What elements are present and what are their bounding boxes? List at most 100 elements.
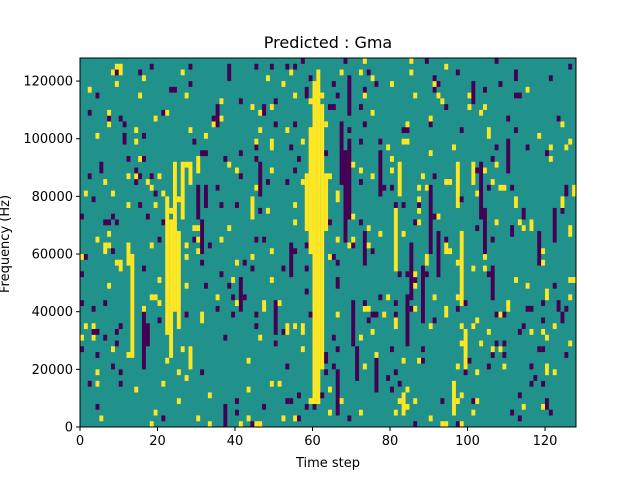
heatmap-cell <box>432 173 437 180</box>
heatmap-cell <box>103 242 108 255</box>
heatmap-cell <box>122 121 127 128</box>
heatmap-cell <box>390 346 394 353</box>
heatmap-cell <box>514 69 518 82</box>
heatmap-cell <box>548 156 553 162</box>
heatmap-cell <box>231 277 236 283</box>
heatmap-cell <box>362 363 367 370</box>
heatmap-cell <box>339 398 344 404</box>
heatmap-cell <box>204 150 208 157</box>
heatmap-cell <box>111 346 115 353</box>
heatmap-cell <box>545 150 549 157</box>
heatmap-cell <box>138 173 143 180</box>
heatmap-cell <box>95 92 100 99</box>
heatmap-cell <box>471 398 476 404</box>
heatmap-cell <box>235 398 239 404</box>
heatmap-cell <box>517 219 522 226</box>
heatmap-cell <box>386 294 391 301</box>
heatmap-cell <box>184 242 189 249</box>
heatmap-cell <box>556 300 561 312</box>
heatmap-cell <box>378 150 383 197</box>
heatmap-cell <box>405 294 410 347</box>
heatmap-cell <box>490 179 495 185</box>
heatmap-cell <box>529 363 534 370</box>
heatmap-cell <box>95 380 100 387</box>
heatmap-cell <box>273 340 278 347</box>
heatmap-cell <box>545 363 549 376</box>
heatmap-cell <box>572 277 577 283</box>
heatmap-cell <box>444 421 449 428</box>
heatmap-cell <box>111 190 115 197</box>
heatmap-cell <box>149 173 154 180</box>
heatmap-cell <box>560 311 565 324</box>
heatmap-cell <box>200 219 205 255</box>
heatmap-cell <box>405 138 410 145</box>
heatmap-cell <box>560 207 565 214</box>
heatmap-cell <box>413 305 418 312</box>
heatmap-cell <box>258 109 263 116</box>
heatmap-cell <box>421 346 425 353</box>
heatmap-cell <box>258 207 263 214</box>
heatmap-cell <box>277 380 282 387</box>
heatmap-cell <box>529 328 534 335</box>
heatmap-cell <box>568 294 573 301</box>
heatmap-cell <box>80 271 84 278</box>
heatmap-cell <box>479 340 484 347</box>
heatmap-cell <box>471 81 476 105</box>
heatmap-cell <box>196 225 201 232</box>
heatmap-cell <box>417 219 422 226</box>
heatmap-cell <box>130 254 135 358</box>
x-axis: 0 20 40 60 80 100 120 <box>76 427 558 449</box>
heatmap-cell <box>405 271 410 278</box>
heatmap-cell <box>277 300 282 306</box>
heatmap-cell <box>347 75 352 116</box>
heatmap-cell <box>285 398 290 404</box>
heatmap-cell <box>238 98 243 105</box>
heatmap-cell <box>517 92 522 99</box>
heatmap-cell <box>494 58 499 64</box>
heatmap-cell <box>405 121 410 128</box>
heatmap-cell <box>541 317 546 324</box>
heatmap-cell <box>331 363 336 370</box>
plot-area <box>80 58 577 428</box>
heatmap-cell <box>552 207 557 243</box>
heatmap-cell <box>80 254 84 260</box>
heatmap-cell <box>324 352 329 364</box>
heatmap-cell <box>517 415 522 422</box>
heatmap-cell <box>417 207 422 214</box>
heatmap-cell <box>428 121 433 128</box>
heatmap-cell <box>269 104 274 110</box>
heatmap-cell <box>359 409 363 416</box>
heatmap-cell <box>173 161 177 312</box>
heatmap-cell <box>378 294 383 301</box>
heatmap-cell <box>180 69 185 76</box>
heatmap-cell <box>200 311 205 324</box>
heatmap-cell <box>506 300 511 312</box>
heatmap-cell <box>324 121 329 128</box>
heatmap-cell <box>409 58 414 64</box>
heatmap-cell <box>498 311 503 318</box>
heatmap-cell <box>517 392 522 399</box>
heatmap-cell <box>281 328 286 335</box>
heatmap-cell <box>494 161 499 168</box>
heatmap-cell <box>424 254 429 266</box>
heatmap-cell <box>238 173 243 180</box>
heatmap-cell <box>118 259 123 272</box>
heatmap-cell <box>87 380 92 387</box>
heatmap-cell <box>444 236 449 243</box>
x-tick-label: 120 <box>533 434 558 449</box>
heatmap-cell <box>235 167 239 174</box>
heatmap-cell <box>366 305 371 312</box>
heatmap-cell <box>111 363 115 370</box>
heatmap-cell <box>413 271 418 278</box>
heatmap-cell <box>467 104 472 110</box>
heatmap-cell <box>432 213 437 220</box>
heatmap-cell <box>80 346 84 353</box>
heatmap-cell <box>188 127 193 134</box>
heatmap-cell <box>444 305 449 318</box>
heatmap-cell <box>153 202 158 208</box>
heatmap-cell <box>417 184 422 191</box>
heatmap-cell <box>490 352 495 358</box>
heatmap-cell <box>196 156 201 174</box>
heatmap-cell <box>238 150 243 157</box>
heatmap-cell <box>510 409 515 416</box>
